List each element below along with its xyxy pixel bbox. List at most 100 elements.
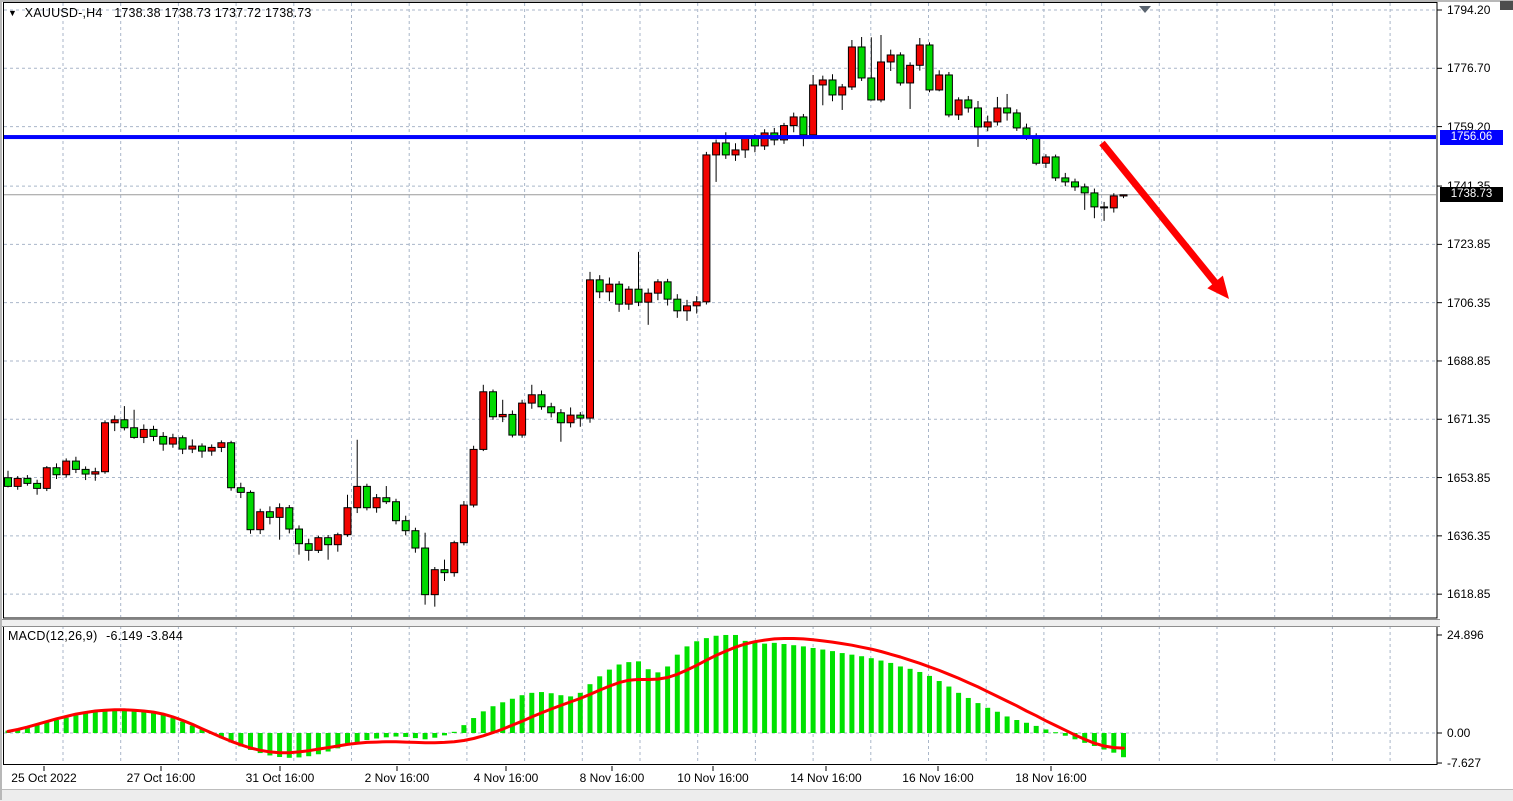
macd-bar [500, 702, 506, 733]
candle-body [1032, 136, 1041, 164]
macd-bar [121, 709, 127, 733]
candle-body [896, 54, 905, 84]
macd-bar [1101, 733, 1107, 750]
candle-body [459, 504, 468, 544]
macd-bar [655, 672, 661, 733]
candle-body [295, 528, 303, 545]
macd-bar [548, 693, 554, 733]
candle-body [207, 446, 216, 452]
macd-bar [296, 733, 302, 758]
macd-bar [665, 666, 671, 733]
macd-bar [626, 662, 632, 733]
time-tick-label: 18 Nov 16:00 [1015, 771, 1087, 785]
macd-signal-line [6, 637, 1125, 755]
candle-body [430, 569, 439, 596]
macd-bar [412, 733, 418, 739]
macd-bar [461, 725, 467, 733]
macd-tick-label: -7.627 [1447, 756, 1482, 771]
candle-body [692, 301, 701, 307]
candle-body [52, 467, 61, 476]
candle-body [265, 511, 274, 518]
candle-body [4, 477, 12, 487]
macd-bar [674, 654, 680, 733]
candle-body [130, 427, 139, 438]
macd-bar [374, 733, 380, 739]
macd-histogram [5, 634, 1126, 758]
candle-body [314, 537, 323, 551]
macd-bar [335, 733, 341, 749]
macd-bar [946, 686, 952, 733]
candle-body [847, 46, 856, 88]
ohlc-readout: 1738.38 1738.73 1737.72 1738.73 [114, 6, 312, 20]
macd-bar [248, 733, 253, 750]
macd-bar [529, 692, 535, 733]
candle-body [595, 279, 604, 293]
macd-bar [839, 653, 845, 733]
macd-bar [985, 707, 991, 733]
candle-body [983, 121, 992, 128]
candle-body [634, 288, 643, 303]
macd-bar [1014, 720, 1020, 733]
macd-bar [325, 733, 331, 752]
macd-bar [277, 733, 283, 758]
price-tick-label: 1618.85 [1447, 587, 1491, 602]
macd-bar [403, 733, 409, 737]
candle-body [285, 507, 294, 530]
candle-body [188, 445, 197, 450]
candle-body [1100, 206, 1109, 209]
macd-bar [471, 718, 477, 733]
macd-bar [907, 668, 913, 733]
candle-body [683, 305, 691, 312]
candle-body [954, 99, 963, 116]
macd-bar [810, 647, 816, 733]
macd-bar [393, 733, 399, 737]
macd-header: MACD(12,26,9) -6.149 -3.844 [8, 629, 183, 643]
symbol-period-label: XAUUSD-,H4 [24, 6, 103, 20]
macd-bar [519, 695, 525, 733]
candle-body [353, 485, 362, 509]
candle-body [411, 530, 420, 549]
candle-body [1041, 156, 1050, 164]
macd-bar [112, 709, 118, 733]
time-tick-label: 10 Nov 16:00 [677, 771, 749, 785]
candle-body [421, 547, 430, 596]
price-tick-label: 1794.20 [1447, 3, 1491, 17]
macd-bar [63, 717, 69, 733]
gridlines [4, 3, 1436, 764]
candle-body [838, 86, 847, 96]
candle-body [110, 419, 119, 424]
macd-bar [189, 725, 195, 733]
candle-body [1071, 181, 1079, 188]
arrow-object-line[interactable] [1099, 140, 1221, 289]
chevron-down-icon[interactable]: ▼ [8, 8, 18, 18]
macd-bar [199, 729, 205, 733]
arrow-head-icon[interactable] [1207, 275, 1229, 299]
candle-body [663, 281, 672, 300]
macd-bar [1033, 725, 1039, 733]
candle-body [275, 507, 284, 518]
chart-shift-marker[interactable] [1139, 6, 1151, 13]
macd-bar [733, 634, 738, 733]
price-tick-label: 1688.85 [1447, 353, 1491, 368]
price-tick-label: 1706.35 [1447, 295, 1491, 310]
macd-bar [490, 706, 496, 733]
macd-bar [170, 718, 176, 733]
macd-bar [762, 643, 768, 733]
macd-bar [965, 697, 971, 733]
macd-bar [645, 669, 651, 733]
macd-bar [180, 721, 186, 733]
symbol-header: ▼ XAUUSD-,H4 1738.38 1738.73 1737.72 173… [8, 6, 312, 20]
candle-body [1061, 177, 1070, 183]
candle-body [479, 391, 488, 450]
macd-bar [257, 733, 263, 754]
candle-body [498, 413, 507, 418]
horizontal-line-object[interactable] [4, 135, 1436, 140]
candle-body [964, 99, 973, 109]
candle-body [799, 116, 808, 136]
panel-separator[interactable] [0, 619, 1440, 627]
candle-body [256, 511, 265, 531]
window-splitter-handle[interactable] [1500, 1, 1513, 10]
time-tick-label: 16 Nov 16:00 [902, 771, 974, 785]
